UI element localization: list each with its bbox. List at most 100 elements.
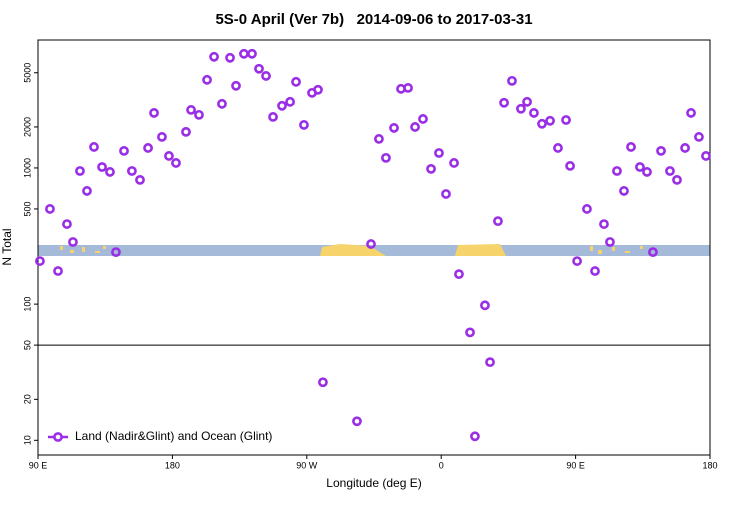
- data-point: [254, 63, 264, 74]
- x-tick-label: 0: [439, 460, 444, 470]
- data-point: [111, 247, 121, 258]
- data-point: [135, 174, 145, 185]
- data-point: [149, 108, 159, 118]
- x-tick-label: 180: [702, 460, 717, 470]
- data-point: [239, 48, 249, 59]
- data-point: [635, 162, 645, 172]
- data-point: [648, 247, 658, 258]
- data-point: [537, 118, 547, 129]
- plot-frame: [37, 39, 711, 456]
- data-point: [291, 76, 301, 87]
- data-point: [381, 152, 391, 163]
- data-point: [590, 266, 600, 276]
- data-point: [612, 166, 622, 176]
- data-point: [516, 103, 526, 114]
- data-point: [434, 148, 444, 158]
- y-tick-label: 500: [22, 201, 32, 216]
- y-tick-label: 1000: [22, 158, 32, 178]
- data-point: [186, 105, 196, 115]
- data-point: [599, 219, 609, 229]
- data-point: [202, 74, 212, 85]
- data-point: [75, 166, 85, 176]
- data-point: [470, 431, 480, 442]
- y-tick-label: 100: [22, 297, 32, 312]
- data-point: [35, 256, 45, 266]
- chart-title: 5S-0 April (Ver 7b) 2014-09-06 to 2017-0…: [215, 11, 532, 28]
- data-point: [545, 115, 555, 126]
- data-point: [626, 142, 636, 152]
- data-point: [82, 186, 92, 196]
- data-point: [507, 75, 517, 86]
- data-point: [582, 204, 592, 214]
- data-point: [480, 300, 490, 311]
- data-point: [403, 83, 413, 93]
- data-point: [553, 143, 563, 153]
- data-point: [62, 219, 72, 229]
- data-point: [665, 166, 675, 176]
- data-point: [454, 269, 464, 280]
- data-point: [89, 142, 99, 152]
- data-point: [366, 239, 376, 249]
- data-point: [268, 112, 278, 122]
- data-point: [493, 216, 503, 227]
- data-point: [499, 97, 509, 108]
- data-point: [181, 126, 191, 137]
- data-point: [68, 237, 78, 247]
- data-point: [561, 115, 571, 125]
- y-tick-label: 50: [22, 340, 32, 350]
- data-point: [217, 98, 227, 109]
- x-tick-label: 90 E: [566, 460, 585, 470]
- data-point: [465, 327, 475, 338]
- data-point: [529, 108, 539, 118]
- data-point: [209, 51, 219, 62]
- data-point: [572, 256, 582, 266]
- data-point: [261, 71, 271, 81]
- data-point: [285, 96, 295, 107]
- data-point: [247, 48, 257, 59]
- data-point: [299, 120, 309, 130]
- data-point: [418, 114, 428, 124]
- x-tick-label: 90 E: [29, 460, 48, 470]
- data-point: [157, 132, 167, 142]
- data-point: [410, 122, 420, 132]
- data-point: [522, 96, 532, 107]
- data-point: [701, 151, 711, 161]
- data-point: [143, 143, 153, 153]
- data-point: [449, 158, 459, 168]
- legend-marker: [53, 432, 63, 442]
- data-point: [426, 163, 436, 174]
- x-tick-label: 90 W: [296, 460, 318, 470]
- data-point: [105, 167, 115, 177]
- data-point: [656, 146, 666, 156]
- data-point: [45, 204, 55, 214]
- data-point: [672, 174, 682, 185]
- x-tick-label: 180: [165, 460, 180, 470]
- y-axis-label: N Total: [0, 228, 14, 265]
- data-point: [619, 186, 629, 196]
- data-point: [231, 80, 241, 91]
- data-point: [642, 167, 652, 177]
- data-point: [119, 146, 129, 156]
- data-point: [680, 143, 690, 153]
- data-point: [389, 123, 399, 133]
- data-point: [441, 189, 451, 199]
- data-point: [485, 357, 495, 368]
- data-point: [565, 161, 575, 171]
- data-point: [352, 416, 362, 427]
- data-point: [374, 134, 384, 144]
- data-point: [53, 266, 63, 276]
- legend-label: Land (Nadir&Glint) and Ocean (Glint): [75, 429, 272, 443]
- data-point: [605, 237, 615, 247]
- y-tick-label: 20: [22, 394, 32, 404]
- data-point: [686, 108, 696, 118]
- data-point: [194, 109, 204, 120]
- data-point: [694, 132, 704, 142]
- data-point: [127, 166, 137, 176]
- y-tick-label: 10: [22, 435, 32, 445]
- data-point: [164, 151, 174, 161]
- data-point: [97, 162, 107, 172]
- y-tick-label: 2000: [22, 117, 32, 137]
- data-point: [171, 158, 181, 168]
- y-tick-label: 5000: [22, 63, 32, 83]
